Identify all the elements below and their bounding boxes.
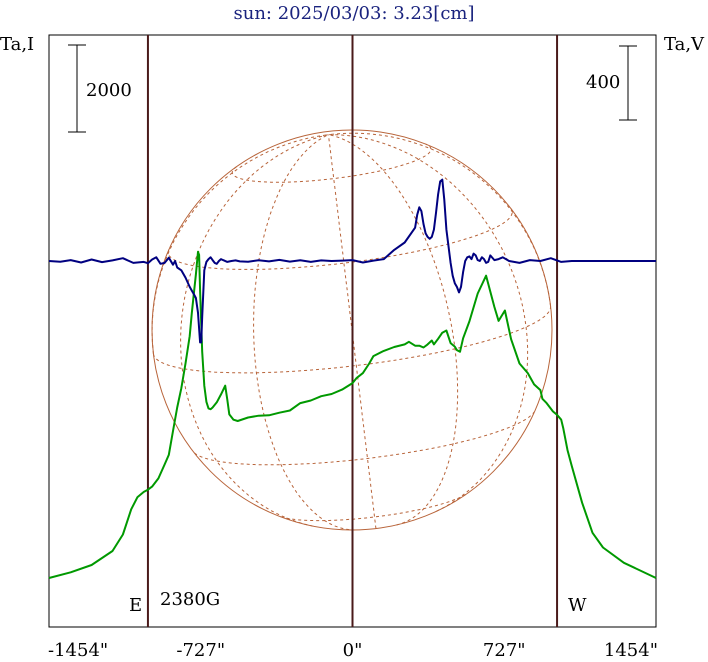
meridian-line-0	[151, 134, 329, 354]
chart-title: sun: 2025/03/03: 3.23[cm]	[233, 3, 475, 24]
meridian-line-3	[327, 134, 377, 529]
right-axis-label: Ta,V	[664, 34, 705, 55]
series-line-1	[48, 178, 656, 344]
left-scale-bar-label: 2000	[86, 80, 132, 101]
parallel-line-10	[167, 208, 513, 270]
meridian-line-6	[328, 132, 552, 307]
annotation-label: 2380G	[160, 589, 221, 610]
west-limb-label: W	[568, 595, 587, 616]
right-scale-bar-label: 400	[586, 72, 621, 93]
vertical-guide-lines	[146, 35, 559, 627]
series-line-0	[48, 250, 657, 579]
x-tick-label-4: 1454"	[604, 640, 658, 661]
x-tick-label-0: -1454"	[48, 640, 108, 661]
x-tick-labels: -1454" -727" 0" 727" 1454"	[48, 640, 658, 661]
meridian-line-1	[180, 134, 329, 527]
x-tick-label-1: -727"	[176, 640, 225, 661]
x-tick-label-3: 727"	[483, 640, 526, 661]
series-lines	[48, 178, 657, 579]
meridian-line-2	[253, 134, 356, 531]
east-limb-label: E	[129, 595, 143, 616]
parallel-line-8	[194, 411, 535, 466]
x-tick-label-2: 0"	[343, 640, 363, 661]
left-axis-label: Ta,I	[0, 34, 35, 55]
meridian-line-5	[328, 134, 529, 512]
parallel-line-7	[280, 493, 467, 522]
